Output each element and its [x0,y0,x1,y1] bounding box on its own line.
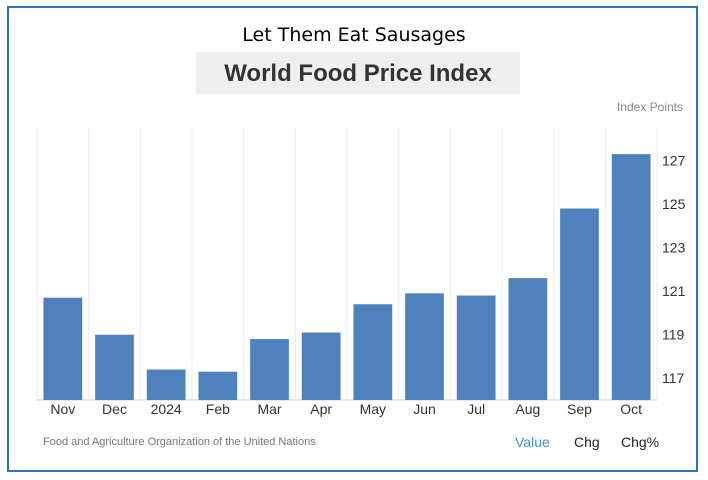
x-tick-label: Oct [620,401,642,417]
y-axis-unit-label: Index Points [616,100,683,114]
bar-jul[interactable] [456,295,496,400]
y-tick-label: 119 [662,327,685,343]
bar-may[interactable] [353,304,393,400]
x-tick-label: Dec [102,401,127,417]
bars [43,154,651,400]
bar-nov[interactable] [43,297,83,400]
y-tick-label: 123 [662,240,686,256]
x-tick-label: Jul [467,401,485,417]
source-note: Food and Agriculture Organization of the… [43,436,316,448]
x-tick-label: Aug [515,401,540,417]
chart-title: World Food Price Index [224,60,492,87]
bar-apr[interactable] [301,332,341,400]
y-tick-label: 121 [662,283,686,299]
x-tick-labels: Nov Dec 2024 Feb Mar Apr May Jun Jul Aug Sep Oct [50,401,642,417]
tab-chg-percent[interactable]: Chg% [621,434,660,450]
headline: Let Them Eat Sausages [242,24,466,46]
x-tick-label: Nov [50,401,75,417]
bar-2024[interactable] [146,369,186,400]
grid-lines [36,128,658,401]
x-tick-label: Mar [257,401,281,417]
tab-value[interactable]: Value [515,434,550,450]
x-tick-label: May [360,401,386,417]
bar-sep[interactable] [560,208,599,400]
x-tick-label: Apr [310,401,332,417]
bar-aug[interactable] [508,278,548,400]
x-tick-label: Feb [206,401,230,417]
bar-oct[interactable] [611,154,651,400]
y-tick-labels: 117 119 121 123 125 127 [662,153,686,387]
bar-feb[interactable] [198,371,238,400]
bar-dec[interactable] [95,334,134,400]
y-tick-label: 125 [662,196,686,212]
bar-jun[interactable] [405,293,444,400]
bar-mar[interactable] [250,339,289,400]
title-band [196,52,520,94]
x-tick-label: Sep [567,401,592,417]
x-tick-label: Jun [413,401,436,417]
y-tick-label: 127 [662,153,686,169]
tab-chg[interactable]: Chg [574,434,600,450]
y-tick-label: 117 [662,370,685,386]
view-tabs: Value Chg Chg% [0,434,708,454]
x-tick-label: 2024 [151,401,182,417]
